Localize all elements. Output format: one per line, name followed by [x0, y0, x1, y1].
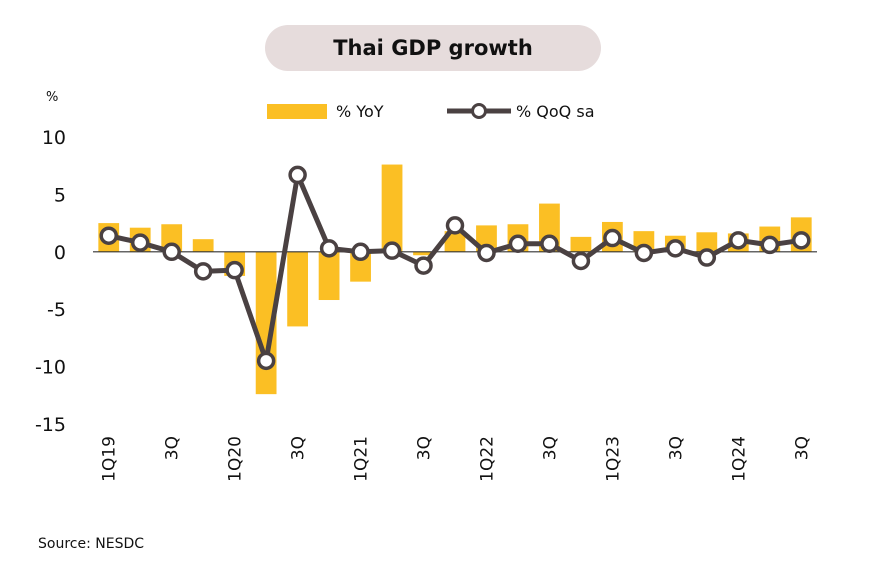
- y-tick-label: 0: [54, 242, 66, 264]
- y-tick-label: -5: [47, 299, 66, 321]
- yoy-bar: [444, 231, 466, 252]
- qoq-point: [256, 351, 276, 371]
- qoq-point: [571, 251, 591, 271]
- qoq-point: [634, 243, 654, 263]
- qoq-point: [603, 228, 622, 248]
- qoq-point: [760, 235, 780, 255]
- qoq-point: [445, 216, 465, 235]
- legend-yoy-swatch: [267, 104, 327, 119]
- qoq-point: [162, 242, 181, 262]
- chart-title: Thai GDP growth: [333, 36, 533, 60]
- qoq-point: [792, 231, 811, 250]
- qoq-point: [508, 234, 528, 254]
- qoq-line-path: [108, 172, 802, 364]
- x-tick-label: 3Q: [792, 436, 812, 460]
- yoy-bar: [413, 251, 434, 256]
- x-tick-label: 1Q19: [100, 436, 120, 482]
- x-tick-label: 3Q: [163, 436, 183, 460]
- qoq-line: [99, 165, 811, 371]
- qoq-point: [99, 226, 118, 245]
- source-note: Source: NESDC: [38, 536, 145, 552]
- x-tick-label: 3Q: [540, 436, 560, 460]
- qoq-point: [225, 260, 244, 280]
- chart-title-pill: Thai GDP growth: [265, 25, 601, 71]
- qoq-point: [729, 231, 748, 250]
- qoq-point: [288, 165, 307, 185]
- yoy-bar: [570, 236, 592, 252]
- x-tick-label: 3Q: [289, 436, 309, 460]
- x-tick-label: 1Q21: [352, 436, 372, 482]
- y-tick-label: -15: [35, 414, 66, 436]
- y-tick-label: 5: [54, 184, 66, 206]
- yoy-bar: [318, 251, 340, 301]
- qoq-point: [193, 262, 213, 281]
- y-tick-label: -10: [35, 357, 66, 379]
- yoy-bar: [192, 239, 214, 252]
- yoy-bar: [287, 251, 308, 327]
- qoq-point: [697, 248, 717, 267]
- legend-yoy-label: % YoY: [336, 102, 384, 121]
- qoq-point: [477, 243, 496, 263]
- legend: % YoY % QoQ sa: [267, 102, 595, 121]
- qoq-point: [414, 256, 433, 275]
- x-tick-label: 3Q: [415, 436, 435, 460]
- x-tick-label: 1Q22: [477, 436, 497, 482]
- x-tick-label: 1Q20: [226, 436, 246, 482]
- y-tick-label: 10: [42, 127, 66, 149]
- qoq-point: [130, 233, 150, 252]
- x-tick-label: 3Q: [666, 436, 686, 460]
- yoy-bar: [381, 164, 403, 252]
- qoq-point: [382, 241, 402, 260]
- x-axis: 1Q19 3Q 1Q20 3Q 1Q21 3Q 1Q22 3Q 1Q23 3Q 1Q24 3Q: [100, 436, 813, 482]
- y-axis-unit: %: [46, 90, 58, 105]
- x-tick-label: 1Q24: [729, 436, 749, 482]
- y-axis: % 10 5 0 -5 -10 -15: [35, 90, 66, 436]
- qoq-point: [319, 239, 339, 258]
- qoq-point: [540, 234, 559, 254]
- qoq-point: [351, 242, 370, 262]
- legend-qoq-marker: [471, 103, 487, 119]
- qoq-point: [666, 239, 685, 258]
- legend-qoq-label: % QoQ sa: [516, 102, 595, 121]
- yoy-bar: [696, 232, 718, 252]
- x-tick-label: 1Q23: [603, 436, 623, 482]
